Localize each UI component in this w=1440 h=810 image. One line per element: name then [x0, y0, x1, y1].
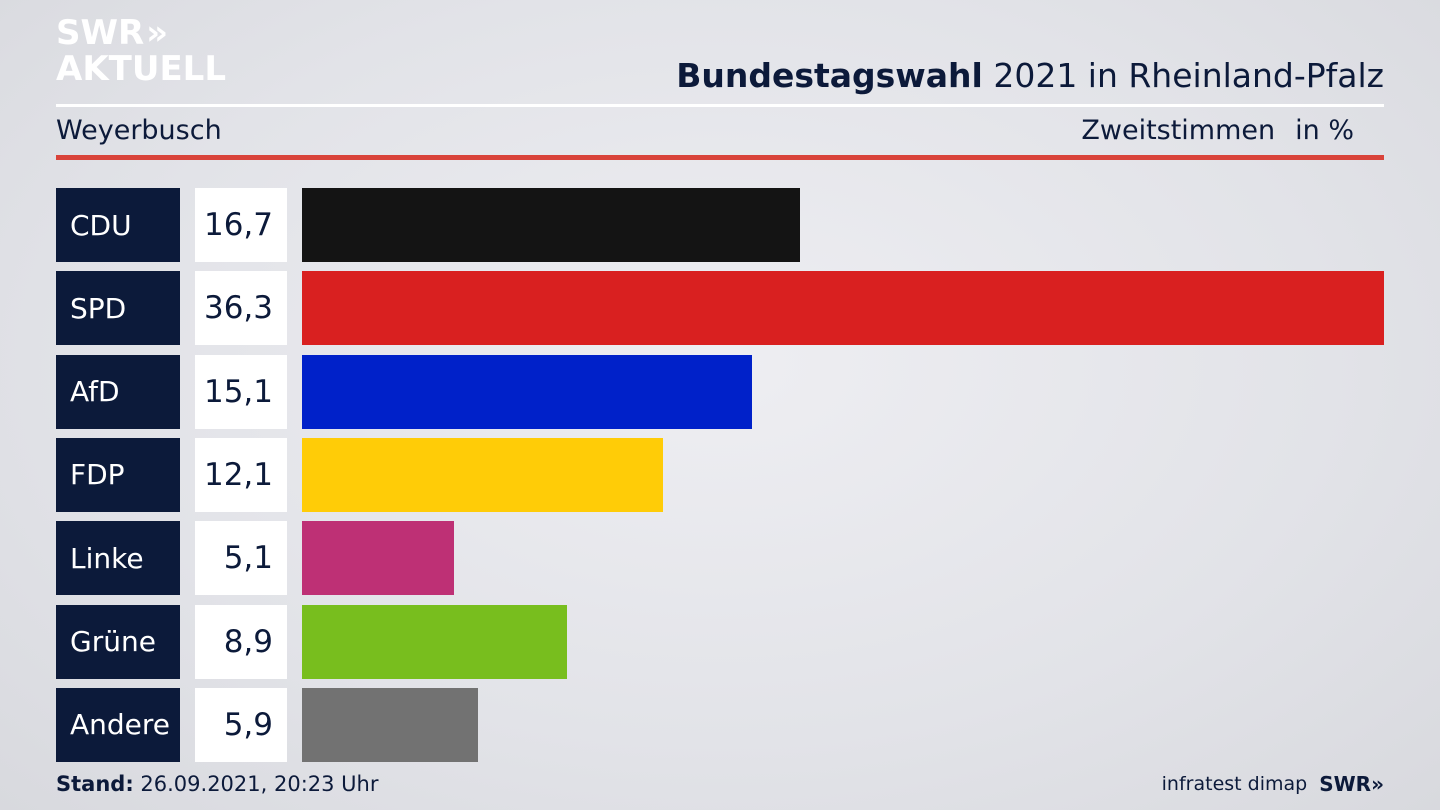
bar-gr-ne — [302, 604, 568, 679]
title-bold: Bundestagswahl — [676, 56, 983, 95]
logo-aktuell: AKTUELL — [56, 49, 227, 89]
value-label-fdp: 12,1 — [195, 437, 287, 512]
bar-spd — [302, 271, 1384, 346]
stand-label: Stand: — [56, 772, 134, 796]
party-label-spd: SPD — [56, 271, 180, 346]
party-label-fdp: FDP — [56, 437, 180, 512]
location-label: Weyerbusch — [56, 115, 222, 146]
party-label-andere: Andere — [56, 687, 180, 762]
swr-brand-logo: SWR» — [1319, 772, 1384, 796]
source-label: infratest dimap — [1161, 773, 1308, 795]
title-rest: 2021 in Rheinland-Pfalz — [982, 56, 1384, 95]
accent-divider — [56, 155, 1384, 160]
party-label-linke: Linke — [56, 521, 180, 596]
logo-swr: SWR — [56, 13, 145, 53]
party-label-cdu: CDU — [56, 188, 180, 262]
bar-andere — [302, 687, 478, 762]
stand-value: 26.09.2021, 20:23 Uhr — [133, 772, 379, 796]
value-label-spd: 36,3 — [195, 271, 287, 346]
header-divider — [56, 104, 1384, 107]
value-label-gr-ne: 8,9 — [195, 604, 287, 679]
timestamp: Stand: 26.09.2021, 20:23 Uhr — [56, 772, 379, 796]
party-label-gr-ne: Grüne — [56, 604, 180, 679]
bar-cdu — [302, 188, 800, 262]
chevron-right-icon: » — [146, 13, 169, 53]
value-label-cdu: 16,7 — [195, 188, 287, 262]
source-credit: infratest dimap SWR» — [1162, 772, 1384, 796]
unit-label: in % — [1295, 115, 1354, 146]
bar-afd — [302, 354, 753, 429]
bar-fdp — [302, 437, 663, 512]
bar-linke — [302, 521, 455, 596]
party-label-afd: AfD — [56, 354, 180, 429]
value-label-afd: 15,1 — [195, 354, 287, 429]
swr-aktuell-logo: SWR» AKTUELL — [56, 16, 226, 86]
measure-label: Zweitstimmen in % — [1081, 115, 1354, 146]
page-title: Bundestagswahl 2021 in Rheinland-Pfalz — [676, 56, 1384, 95]
value-label-andere: 5,9 — [195, 687, 287, 762]
measure-name: Zweitstimmen — [1081, 115, 1276, 146]
value-label-linke: 5,1 — [195, 521, 287, 596]
